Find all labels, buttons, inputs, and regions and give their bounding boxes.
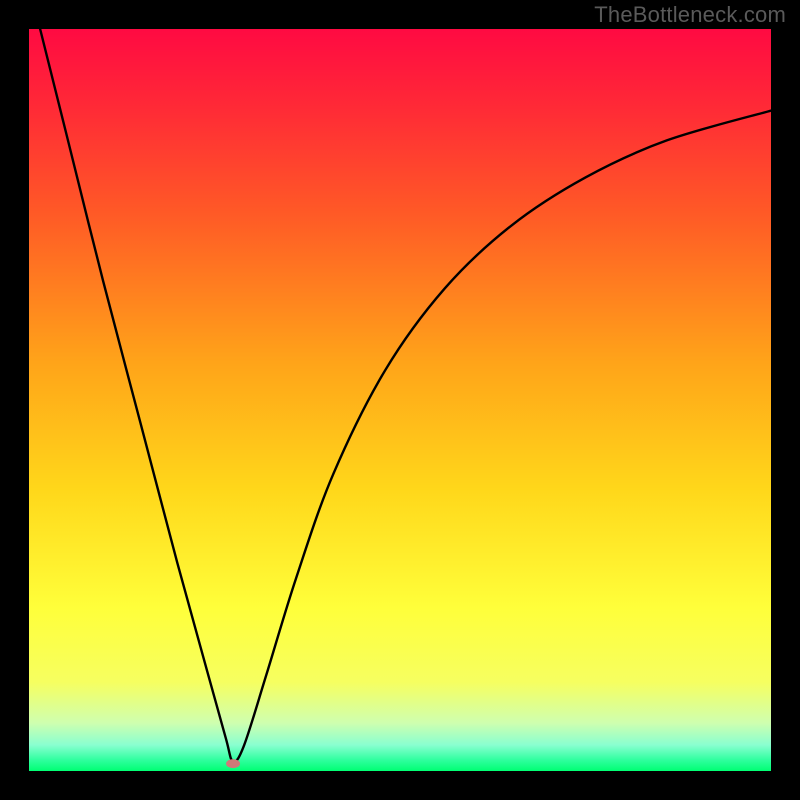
watermark-text: TheBottleneck.com <box>594 2 786 28</box>
plot-background <box>29 29 771 771</box>
chart-stage: TheBottleneck.com <box>0 0 800 800</box>
optimum-marker <box>226 759 240 768</box>
bottleneck-chart-svg <box>0 0 800 800</box>
